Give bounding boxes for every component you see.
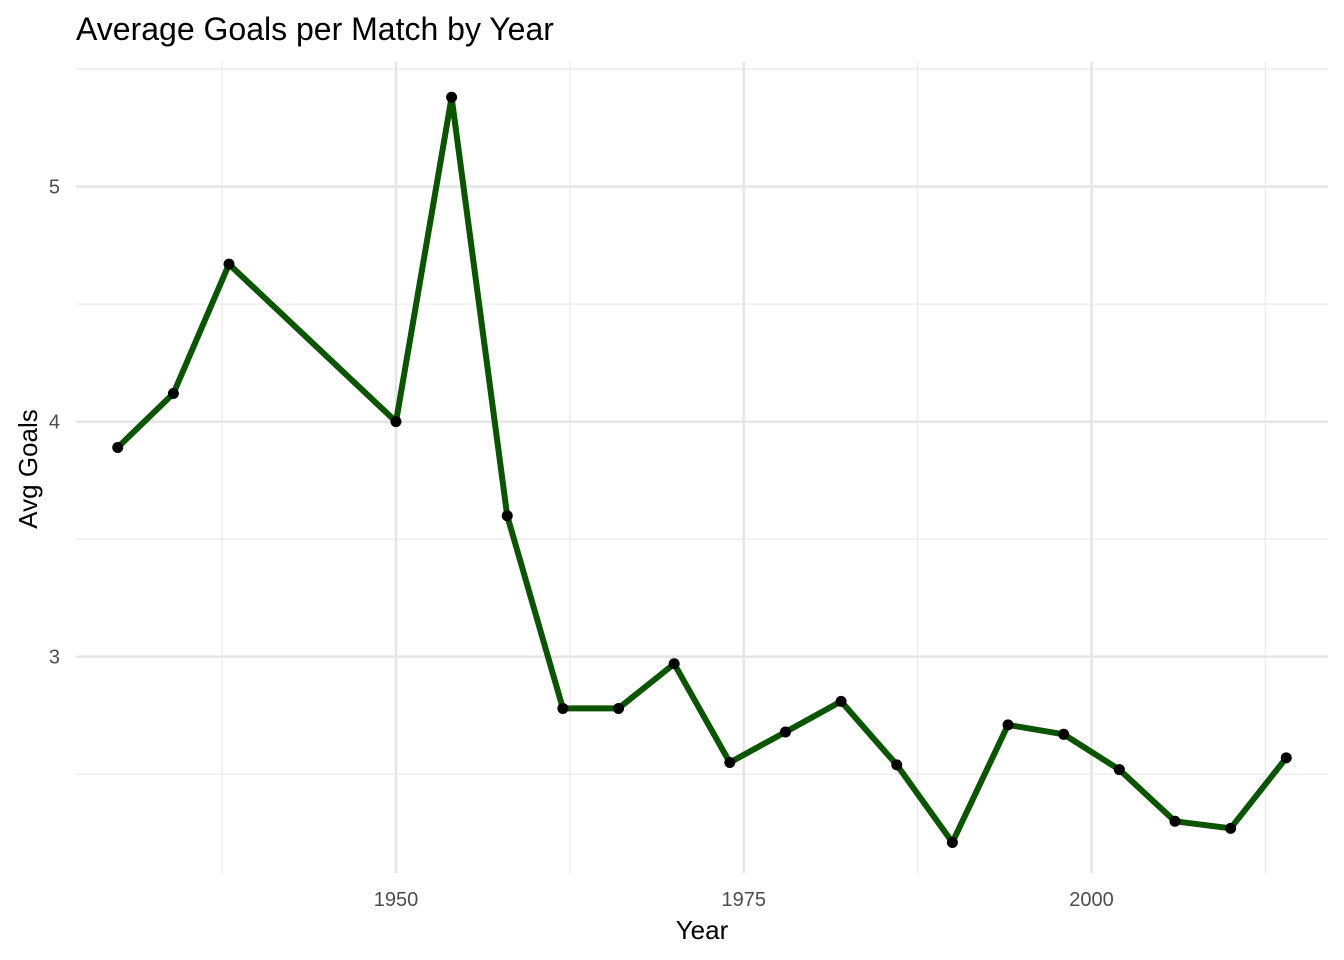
data-point (1169, 815, 1181, 827)
x-tick-label: 1950 (374, 889, 419, 911)
data-point (1058, 728, 1070, 740)
data-point (112, 442, 124, 454)
x-tick-label: 1975 (721, 889, 766, 911)
y-tick-label: 4 (49, 412, 60, 434)
data-point (223, 258, 235, 270)
y-tick-label: 3 (49, 647, 60, 669)
series-line-group (114, 94, 1290, 846)
chart-title: Average Goals per Match by Year (76, 11, 554, 47)
data-point (446, 91, 458, 103)
data-point (779, 726, 791, 738)
data-point (557, 702, 569, 714)
data-point (946, 836, 958, 848)
x-axis-title: Year (676, 915, 729, 945)
minor-grid (76, 62, 1328, 873)
major-grid (76, 62, 1328, 873)
data-point (1002, 719, 1014, 731)
data-point (668, 658, 680, 670)
y-axis-title: Avg Goals (13, 409, 43, 528)
data-point (167, 387, 179, 399)
y-axis-ticks: 3 4 5 (49, 177, 60, 669)
x-tick-label: 2000 (1069, 889, 1114, 911)
data-point (501, 510, 513, 522)
data-point (1280, 752, 1292, 764)
data-point (613, 702, 625, 714)
data-points (112, 91, 1292, 848)
data-point (891, 759, 903, 771)
series-line (114, 94, 1290, 846)
data-point (724, 757, 736, 769)
data-point (1113, 764, 1125, 776)
data-point (1225, 822, 1237, 834)
data-point (835, 695, 847, 707)
data-point (390, 416, 402, 428)
x-axis-ticks: 1950 1975 2000 (374, 889, 1114, 911)
y-tick-label: 5 (49, 177, 60, 199)
